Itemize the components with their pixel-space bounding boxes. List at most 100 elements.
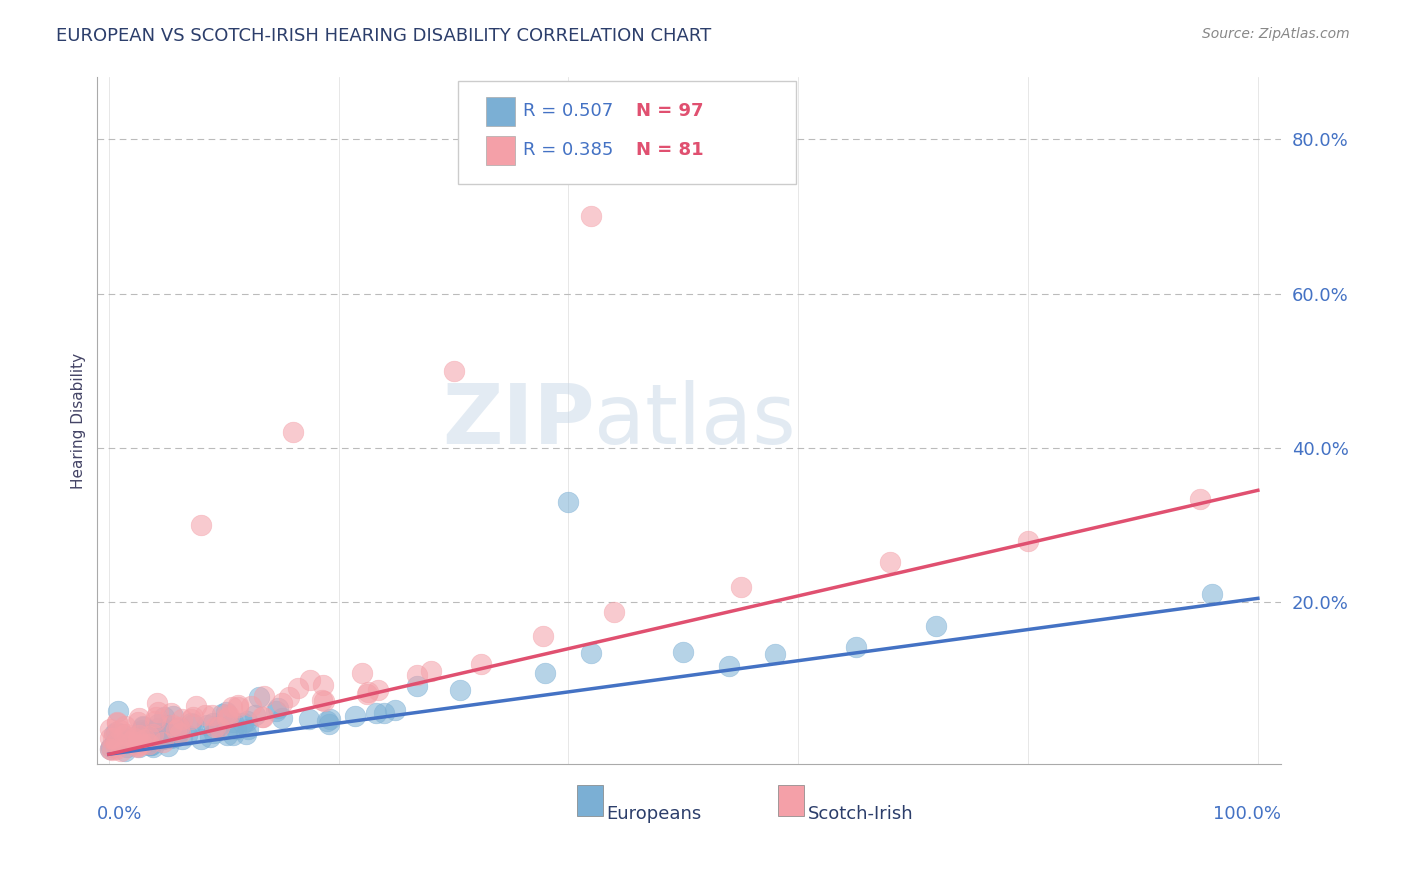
Point — [267, 700, 290, 714]
Point — [243, 707, 266, 722]
Point — [122, 734, 145, 748]
Point — [239, 698, 262, 713]
Point — [105, 735, 128, 749]
Point — [181, 717, 204, 731]
Point — [730, 580, 752, 594]
Point — [176, 728, 198, 742]
Point — [156, 739, 179, 754]
Text: N = 81: N = 81 — [636, 141, 703, 160]
Point — [298, 673, 321, 688]
Point — [357, 685, 380, 699]
Point — [162, 730, 184, 744]
Point — [115, 726, 138, 740]
Point — [232, 715, 254, 730]
Text: 0.0%: 0.0% — [97, 805, 143, 823]
Point — [120, 733, 142, 747]
Point — [672, 645, 695, 659]
Point — [108, 723, 131, 737]
Point — [225, 722, 247, 736]
Point — [138, 737, 160, 751]
Point — [1189, 491, 1212, 506]
Point — [98, 742, 121, 756]
Point — [215, 728, 238, 742]
Point — [136, 723, 159, 738]
Point — [315, 714, 337, 729]
Point — [166, 729, 188, 743]
Point — [200, 730, 222, 744]
Point — [373, 706, 395, 720]
Point — [111, 727, 134, 741]
FancyBboxPatch shape — [485, 96, 515, 126]
Point — [98, 722, 121, 736]
Point — [581, 646, 603, 660]
Point — [111, 731, 134, 745]
Point — [125, 738, 148, 752]
Point — [110, 744, 132, 758]
Point — [103, 727, 125, 741]
Point — [165, 723, 187, 737]
Point — [264, 704, 287, 718]
Point — [166, 721, 188, 735]
Point — [236, 722, 259, 736]
Point — [271, 711, 294, 725]
Point — [127, 714, 149, 729]
Point — [104, 742, 127, 756]
FancyBboxPatch shape — [778, 785, 804, 816]
Point — [406, 679, 429, 693]
Point — [167, 720, 190, 734]
Point — [204, 720, 226, 734]
Point — [162, 709, 184, 723]
Point — [138, 738, 160, 752]
Point — [184, 698, 207, 713]
Text: Europeans: Europeans — [606, 805, 702, 823]
Point — [166, 726, 188, 740]
Point — [277, 690, 299, 705]
Point — [122, 737, 145, 751]
Point — [384, 703, 406, 717]
Point — [222, 715, 245, 730]
Point — [146, 696, 169, 710]
Point — [160, 706, 183, 720]
Point — [101, 731, 124, 745]
Point — [104, 725, 127, 739]
Point — [98, 731, 121, 746]
Point — [236, 714, 259, 728]
Point — [127, 731, 149, 745]
Point — [364, 706, 387, 720]
Point — [449, 682, 471, 697]
Point — [718, 659, 741, 673]
Point — [141, 738, 163, 752]
Point — [534, 665, 557, 680]
Point — [1201, 587, 1223, 601]
Point — [845, 640, 868, 654]
Text: R = 0.385: R = 0.385 — [523, 141, 614, 160]
Text: N = 97: N = 97 — [636, 102, 703, 120]
Point — [925, 618, 948, 632]
Point — [287, 681, 309, 695]
Point — [419, 665, 441, 679]
Point — [180, 716, 202, 731]
Point — [105, 735, 128, 749]
Point — [405, 668, 427, 682]
Point — [111, 738, 134, 752]
Point — [143, 714, 166, 728]
Point — [253, 689, 276, 703]
Text: atlas: atlas — [595, 380, 796, 461]
Point — [142, 740, 165, 755]
Point — [146, 717, 169, 731]
Point — [132, 719, 155, 733]
Point — [443, 364, 465, 378]
Text: ZIP: ZIP — [441, 380, 595, 461]
Point — [218, 709, 240, 723]
Point — [557, 495, 579, 509]
Point — [226, 700, 249, 714]
Point — [134, 731, 156, 746]
Point — [120, 734, 142, 748]
FancyBboxPatch shape — [485, 136, 515, 165]
Point — [146, 721, 169, 735]
Point — [222, 728, 245, 742]
Point — [190, 731, 212, 746]
Point — [114, 719, 136, 733]
Point — [312, 678, 335, 692]
Point — [149, 725, 172, 739]
